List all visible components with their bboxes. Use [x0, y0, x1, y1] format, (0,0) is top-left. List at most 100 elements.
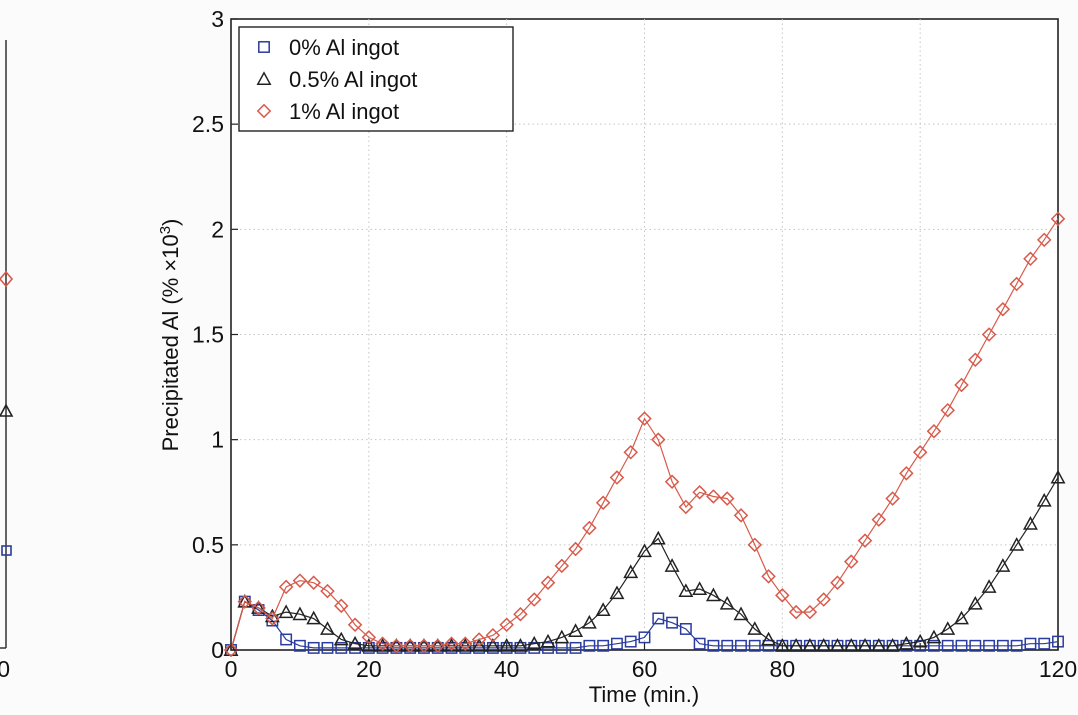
- data-point-diamond: [747, 537, 763, 553]
- data-point-square: [693, 637, 706, 650]
- data-point-triangle: [595, 602, 611, 616]
- data-point-diamond: [499, 617, 514, 633]
- data-point-diamond: [651, 432, 666, 447]
- data-point-triangle: [692, 581, 708, 595]
- data-point-diamond: [334, 598, 349, 614]
- data-point-triangle: [278, 604, 294, 619]
- legend-box: [238, 26, 514, 132]
- data-point-triangle: [678, 583, 694, 598]
- data-point-triangle: [981, 579, 997, 593]
- data-point-triangle: [650, 530, 666, 545]
- x-tick-label: 120: [1039, 656, 1077, 682]
- data-point-square: [1024, 637, 1037, 650]
- data-point-triangle: [761, 631, 777, 646]
- data-point-diamond: [1023, 251, 1038, 267]
- data-point-diamond: [719, 491, 735, 506]
- data-point-triangle: [471, 638, 487, 652]
- data-point-triangle: [333, 631, 349, 646]
- data-point-diamond: [926, 423, 942, 439]
- x-tick-label: 100: [901, 656, 939, 682]
- data-point-diamond: [995, 301, 1011, 317]
- data-point-diamond: [816, 592, 831, 607]
- data-point-triangle: [1036, 492, 1052, 507]
- legend-marker-triangle: [256, 71, 272, 85]
- data-point-square: [996, 639, 1009, 652]
- data-point-diamond: [968, 352, 983, 368]
- data-point-diamond: [678, 499, 694, 515]
- data-point-triangle: [843, 638, 859, 652]
- data-point-diamond: [775, 588, 790, 603]
- y-axis-label-close: ): [158, 219, 183, 226]
- y-tick-label: 3: [211, 6, 224, 32]
- x-tick-label: 0: [225, 656, 238, 682]
- y-axis-label-exponent: 3: [157, 226, 174, 234]
- data-point-diamond: [347, 617, 363, 633]
- legend-marker-square: [258, 41, 270, 53]
- data-point-diamond: [292, 573, 308, 588]
- data-point-diamond: [582, 520, 597, 536]
- data-point-diamond: [664, 474, 680, 489]
- data-point-triangle: [347, 635, 363, 650]
- data-point-triangle: [568, 623, 584, 638]
- x-tick-label: 40: [494, 656, 520, 682]
- data-point-diamond: [278, 579, 294, 595]
- left-panel-diamond-marker: [0, 270, 14, 288]
- y-tick-label: 2: [211, 216, 224, 242]
- data-point-triangle: [788, 638, 804, 652]
- data-point-diamond: [265, 611, 280, 626]
- data-point-triangle: [719, 595, 735, 610]
- y-tick-label: 1: [211, 427, 224, 453]
- data-point-triangle: [306, 610, 322, 625]
- data-point-triangle: [554, 629, 570, 644]
- data-point-square: [624, 635, 637, 648]
- data-point-diamond: [223, 642, 239, 658]
- x-axis-label: Time (min.): [589, 682, 699, 707]
- data-point-diamond: [940, 402, 955, 418]
- data-point-triangle: [664, 558, 680, 572]
- data-point-square: [941, 639, 954, 652]
- data-point-triangle: [526, 635, 542, 650]
- data-point-diamond: [623, 445, 638, 460]
- data-point-square: [280, 633, 293, 646]
- x-tick-label: 60: [632, 656, 658, 682]
- data-point-triangle: [609, 585, 625, 600]
- data-point-triangle: [967, 595, 983, 610]
- legend-label: 0.5% Al ingot: [289, 67, 417, 92]
- data-point-triangle: [320, 621, 335, 635]
- data-point-diamond: [595, 495, 611, 511]
- data-point-triangle: [540, 633, 556, 648]
- data-point-diamond: [706, 489, 721, 504]
- left-panel-triangle-marker: [0, 403, 14, 417]
- data-point-triangle: [637, 543, 652, 558]
- data-point-square: [583, 639, 596, 652]
- data-point-diamond: [802, 604, 818, 620]
- legend-marker-diamond: [256, 103, 272, 119]
- data-point-triangle: [292, 606, 308, 621]
- data-point-square: [1038, 637, 1051, 650]
- data-point-triangle: [499, 638, 515, 652]
- legend-label: 0% Al ingot: [289, 35, 399, 60]
- data-point-triangle: [581, 614, 597, 629]
- data-point-diamond: [416, 638, 432, 654]
- left-panel-fragment: 20: [0, 40, 14, 682]
- data-point-triangle: [705, 587, 721, 602]
- data-point-diamond: [513, 606, 528, 622]
- data-point-diamond: [320, 583, 335, 599]
- data-point-square: [679, 623, 692, 635]
- data-point-diamond: [540, 575, 556, 590]
- data-point-diamond: [637, 411, 652, 426]
- data-point-triangle: [512, 638, 528, 652]
- data-point-triangle: [457, 638, 473, 652]
- data-point-diamond: [788, 604, 804, 620]
- data-point-diamond: [444, 636, 459, 651]
- data-point-triangle: [1050, 469, 1066, 484]
- data-point-triangle: [733, 606, 749, 621]
- data-point-diamond: [857, 533, 873, 548]
- data-point-diamond: [733, 508, 749, 523]
- y-tick-label: 0.5: [192, 532, 224, 558]
- data-point-triangle: [940, 621, 956, 635]
- data-point-diamond: [761, 569, 776, 584]
- data-point-diamond: [237, 594, 253, 609]
- data-point-square: [652, 612, 665, 625]
